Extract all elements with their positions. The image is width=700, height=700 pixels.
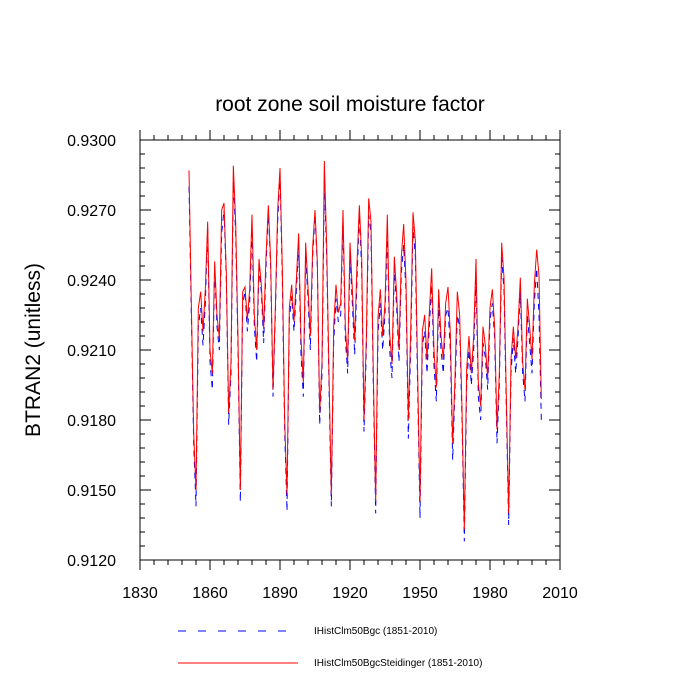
series-line-steidinger	[188, 160, 542, 530]
y-axis-label: BTRAN2 (unitless)	[22, 263, 45, 437]
y-tick-label: 0.9300	[67, 133, 116, 150]
legend-label-bgc: IHistClm50Bgc (1851-2010)	[314, 626, 437, 637]
y-axis: 0.9120 0.9150 0.9180 0.9210 0.9240 0.9270 0.93…	[67, 133, 560, 570]
x-tick-label: 1830	[122, 585, 158, 602]
legend-label-steidinger: IHistClm50BgcSteidinger (1851-2010)	[314, 658, 482, 669]
x-tick-label: 2010	[542, 585, 578, 602]
x-tick-label: 1860	[192, 585, 228, 602]
x-tick-label: 1890	[262, 585, 298, 602]
x-axis: 1830 1860 1890 1920 1950 1980 2010	[122, 130, 578, 602]
legend: IHistClm50Bgc (1851-2010) IHistClm50BgcSt…	[178, 626, 482, 669]
y-tick-label: 0.9180	[67, 413, 116, 430]
y-tick-label: 0.9120	[67, 553, 116, 570]
y-tick-label: 0.9270	[67, 203, 116, 220]
y-tick-label: 0.9150	[67, 483, 116, 500]
y-tick-label: 0.9210	[67, 343, 116, 360]
series-group	[188, 160, 542, 542]
chart-title: root zone soil moisture factor	[215, 93, 485, 116]
y-tick-label: 0.9240	[67, 273, 116, 290]
x-tick-label: 1980	[472, 585, 508, 602]
x-tick-label: 1920	[332, 585, 368, 602]
plot-frame	[139, 139, 561, 561]
x-tick-label: 1950	[402, 585, 438, 602]
